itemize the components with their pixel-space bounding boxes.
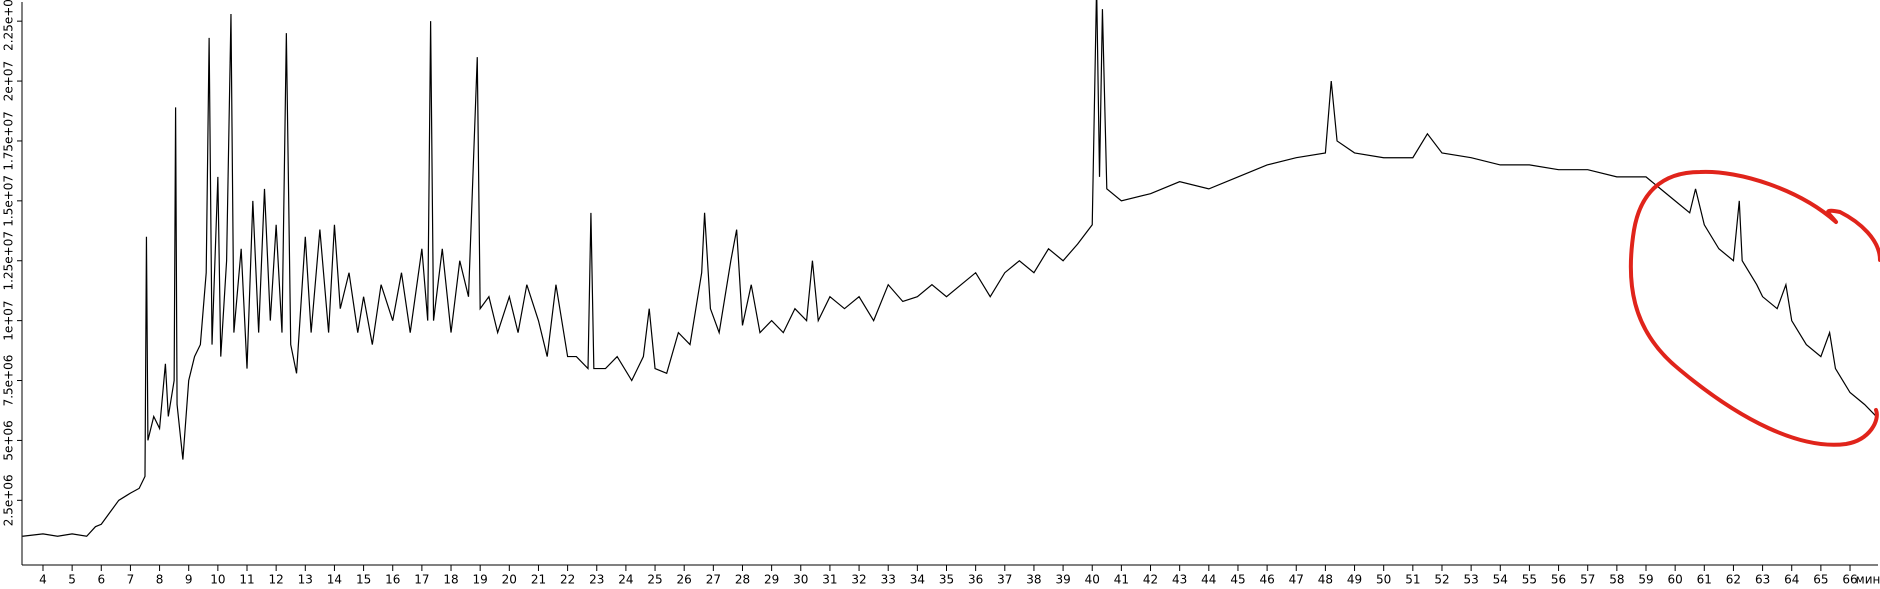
x-tick-label: 13: [298, 573, 313, 587]
x-tick-label: 66: [1842, 573, 1857, 587]
x-tick-label: 37: [997, 573, 1012, 587]
x-tick-label: 22: [560, 573, 575, 587]
y-tick-label: 1e+07: [2, 300, 16, 340]
x-tick-label: 61: [1697, 573, 1712, 587]
x-tick-label: 58: [1609, 573, 1624, 587]
x-tick-label: 33: [881, 573, 896, 587]
x-tick-label: 41: [1114, 573, 1129, 587]
x-tick-label: 50: [1376, 573, 1391, 587]
x-tick-label: 11: [239, 573, 254, 587]
x-tick-label: 19: [473, 573, 488, 587]
x-tick-label: 21: [531, 573, 546, 587]
x-tick-label: 47: [1289, 573, 1304, 587]
x-tick-label: 10: [210, 573, 225, 587]
x-tick-label: 24: [618, 573, 633, 587]
x-tick-label: 45: [1230, 573, 1245, 587]
x-tick-label: 65: [1813, 573, 1828, 587]
x-tick-label: 30: [793, 573, 808, 587]
x-tick-label: 51: [1405, 573, 1420, 587]
x-tick-label: 57: [1580, 573, 1595, 587]
y-tick-label: 2.5e+06: [2, 474, 16, 526]
x-tick-label: 20: [502, 573, 517, 587]
y-tick-label: 7.5e+06: [2, 355, 16, 407]
x-tick-label: 46: [1259, 573, 1274, 587]
x-tick-label: 64: [1784, 573, 1799, 587]
x-tick-label: 36: [968, 573, 983, 587]
x-tick-label: 42: [1143, 573, 1158, 587]
x-tick-label: 16: [385, 573, 400, 587]
x-tick-label: 6: [97, 573, 105, 587]
x-tick-label: 28: [735, 573, 750, 587]
x-tick-label: 7: [127, 573, 135, 587]
x-tick-label: 5: [68, 573, 76, 587]
y-tick-label: 1.75e+07: [2, 111, 16, 170]
y-tick-label: 1.5e+07: [2, 175, 16, 227]
x-tick-label: 55: [1522, 573, 1537, 587]
x-tick-label: 49: [1347, 573, 1362, 587]
x-tick-label: 17: [414, 573, 429, 587]
x-tick-label: 31: [822, 573, 837, 587]
x-axis-label: мин: [1856, 573, 1880, 587]
x-tick-label: 59: [1638, 573, 1653, 587]
x-tick-label: 32: [851, 573, 866, 587]
y-tick-label: 1.25e+07: [2, 231, 16, 290]
x-tick-label: 23: [589, 573, 604, 587]
x-tick-label: 35: [939, 573, 954, 587]
x-tick-label: 52: [1434, 573, 1449, 587]
x-tick-label: 48: [1318, 573, 1333, 587]
y-tick-label: 5e+06: [2, 420, 16, 460]
x-tick-label: 60: [1668, 573, 1683, 587]
x-tick-label: 38: [1026, 573, 1041, 587]
x-tick-label: 54: [1493, 573, 1508, 587]
x-tick-label: 62: [1726, 573, 1741, 587]
x-tick-label: 12: [269, 573, 284, 587]
x-tick-label: 15: [356, 573, 371, 587]
x-tick-label: 27: [706, 573, 721, 587]
x-tick-label: 44: [1201, 573, 1216, 587]
x-tick-label: 40: [1085, 573, 1100, 587]
x-tick-label: 43: [1172, 573, 1187, 587]
x-tick-label: 9: [185, 573, 193, 587]
x-tick-label: 53: [1463, 573, 1478, 587]
x-tick-label: 4: [39, 573, 47, 587]
x-tick-label: 25: [647, 573, 662, 587]
x-tick-label: 56: [1551, 573, 1566, 587]
x-tick-label: 14: [327, 573, 342, 587]
y-tick-label: 2e+07: [2, 61, 16, 101]
y-tick-label: 2.25e+07: [2, 0, 16, 51]
annotation-circle: [1628, 169, 1880, 447]
x-tick-label: 26: [677, 573, 692, 587]
x-tick-label: 29: [764, 573, 779, 587]
chromatogram-line: [22, 0, 1877, 537]
x-tick-label: 63: [1755, 573, 1770, 587]
x-tick-label: 18: [443, 573, 458, 587]
x-tick-label: 34: [910, 573, 925, 587]
x-tick-label: 8: [156, 573, 164, 587]
x-tick-label: 39: [1055, 573, 1070, 587]
